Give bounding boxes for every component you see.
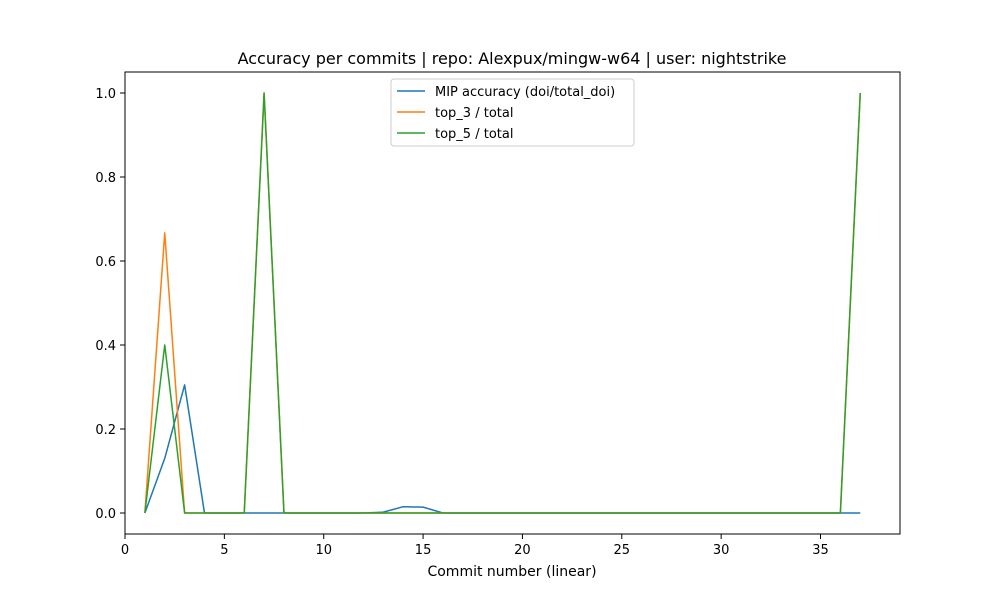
plot-frame — [124, 71, 901, 535]
legend-label: top_3 / total — [435, 106, 513, 121]
legend-label: top_5 / total — [435, 127, 513, 142]
x-tick-label: 15 — [415, 543, 432, 558]
legend: MIP accuracy (doi/total_doi) top_3 / tota… — [390, 78, 635, 147]
series-line-2 — [144, 92, 862, 514]
chart-title: Accuracy per commits | repo: Alexpux/min… — [238, 49, 787, 68]
x-tick-label: 20 — [514, 543, 531, 558]
y-tick-label: 0.2 — [95, 423, 116, 438]
x-tick-label: 30 — [713, 543, 730, 558]
x-axis-label: Commit number (linear) — [427, 564, 596, 580]
legend-label: MIP accuracy (doi/total_doi) — [435, 85, 615, 100]
y-tick-label: 0.6 — [95, 255, 116, 270]
y-tick-label: 0.4 — [95, 339, 116, 354]
x-tick-label: 10 — [315, 543, 332, 558]
series-line-3 — [144, 92, 862, 514]
y-tick-label: 1.0 — [95, 87, 116, 102]
x-tick-label: 35 — [812, 543, 829, 558]
x-tick-label: 25 — [614, 543, 631, 558]
y-tick-label: 0.0 — [95, 507, 116, 522]
y-axis-ticks: 0.0 0.2 0.4 0.6 0.8 1.0 — [95, 87, 125, 522]
y-tick-label: 0.8 — [95, 171, 116, 186]
x-tick-label: 0 — [121, 543, 129, 558]
series-line-1 — [144, 384, 861, 514]
x-axis-ticks: 0 5 10 15 20 25 30 35 — [121, 534, 829, 558]
x-tick-label: 5 — [220, 543, 228, 558]
legend-box — [390, 78, 635, 147]
series-layer — [144, 92, 862, 514]
